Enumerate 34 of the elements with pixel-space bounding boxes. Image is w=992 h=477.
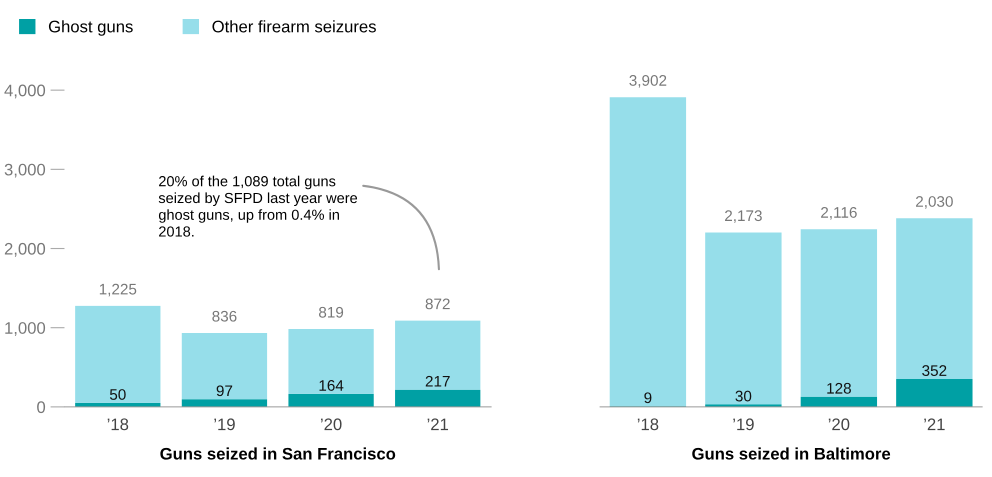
data-label: 836 [212, 310, 237, 322]
y-tick-label: 0 [37, 401, 46, 414]
data-label: 2,173 [725, 210, 762, 223]
data-label: 30 [735, 390, 752, 402]
x-tick-label: ’20 [828, 418, 850, 430]
data-label: 3,902 [629, 75, 666, 88]
x-tick-label: ’20 [320, 418, 342, 430]
x-tick-label: ’18 [108, 418, 128, 430]
y-tick-label: 4,000 [4, 84, 46, 98]
data-label: 50 [110, 389, 126, 400]
data-label: 1,225 [100, 284, 136, 296]
x-tick-label: ’21 [924, 418, 945, 430]
x-axis-title: Guns seized in San Francisco [160, 447, 396, 460]
x-tick-label: ’21 [428, 418, 448, 430]
data-label: 872 [426, 298, 450, 310]
data-label: 2,030 [916, 196, 953, 209]
legend-label: Other firearm seizures [212, 20, 376, 32]
y-tick-label: 2,000 [4, 242, 46, 257]
data-label: 164 [320, 380, 344, 391]
data-label: 97 [216, 385, 232, 396]
legend-label: Ghost guns [48, 20, 133, 36]
y-tick-label: 1,000 [5, 322, 46, 336]
x-tick-label: ’19 [733, 418, 754, 430]
y-tick-label: 3,000 [4, 164, 46, 178]
data-label: 2,116 [821, 207, 857, 220]
data-label: 352 [922, 365, 946, 376]
data-label: 128 [827, 382, 851, 394]
x-axis-title: Guns seized in Baltimore [692, 447, 890, 460]
x-tick-label: ’19 [214, 418, 235, 430]
annotation: 20% of the 1,089 total guns seized by SFPD last year were ghost guns, up from 0.4% in 2018. [158, 176, 358, 237]
data-label: 819 [319, 306, 344, 318]
x-tick-label: ’18 [638, 418, 658, 430]
data-label: 217 [426, 376, 450, 387]
data-label: 9 [644, 392, 652, 404]
